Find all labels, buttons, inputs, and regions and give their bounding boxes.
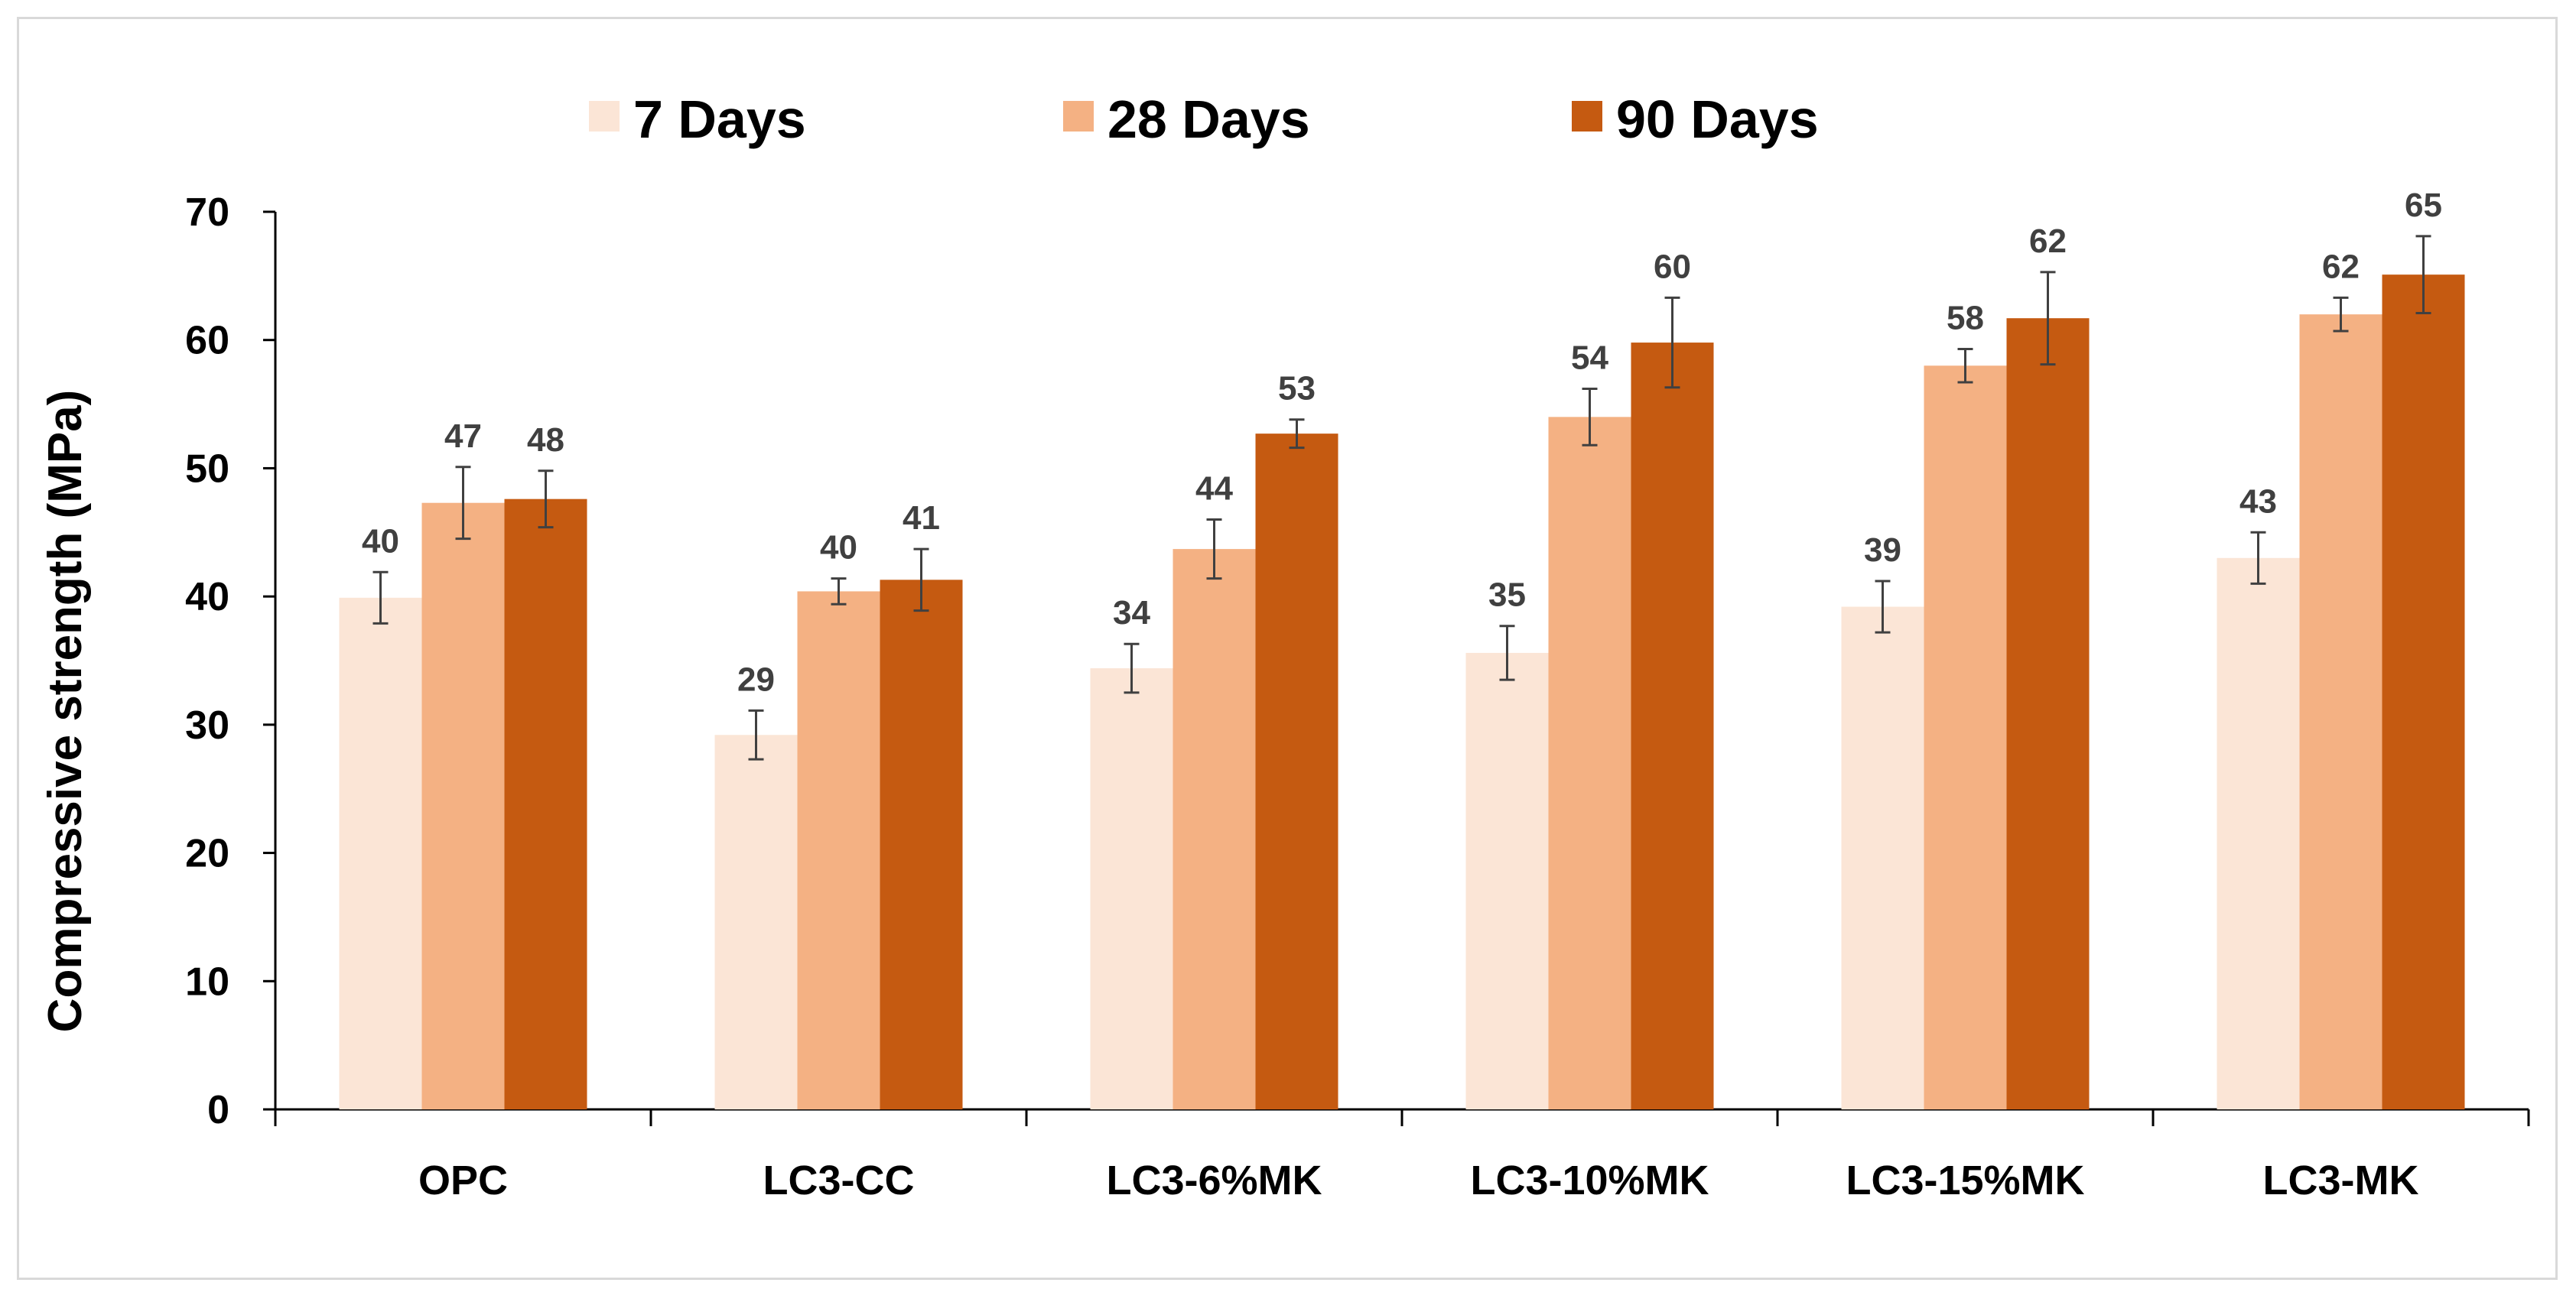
bars bbox=[339, 274, 2465, 1110]
x-axis bbox=[274, 1108, 2530, 1126]
bar bbox=[1173, 549, 1256, 1109]
legend-label-2: 90 Days bbox=[1616, 89, 1819, 149]
data-label: 35 bbox=[1488, 576, 1526, 614]
bar bbox=[421, 502, 505, 1109]
legend-label-0: 7 Days bbox=[633, 89, 806, 149]
bar bbox=[504, 498, 587, 1109]
bar bbox=[1465, 652, 1549, 1109]
y-tick-label: 20 bbox=[185, 832, 229, 876]
bar bbox=[1631, 343, 1714, 1109]
y-tick-label: 10 bbox=[185, 960, 229, 1004]
bar bbox=[714, 735, 798, 1109]
data-labels: 40 47 48 29 40 41 34 44 53 35 54 60 39 58 62 43 62 65 bbox=[362, 187, 2442, 699]
data-label: 40 bbox=[362, 522, 399, 560]
legend-label-1: 28 Days bbox=[1107, 89, 1310, 149]
category-label: LC3-6%MK bbox=[1106, 1158, 1322, 1203]
category-label: LC3-15%MK bbox=[1846, 1158, 2084, 1203]
y-axis: 0 10 20 30 40 50 60 70 bbox=[185, 190, 277, 1132]
bar bbox=[339, 597, 422, 1109]
data-label: 34 bbox=[1113, 594, 1150, 632]
bar bbox=[880, 580, 963, 1109]
data-label: 44 bbox=[1195, 470, 1233, 508]
data-label: 58 bbox=[1947, 299, 1984, 336]
y-tick-label: 60 bbox=[185, 319, 229, 363]
data-label: 29 bbox=[737, 661, 775, 698]
data-label: 54 bbox=[1571, 339, 1608, 376]
legend-swatch-2 bbox=[1572, 101, 1602, 132]
y-tick-label: 0 bbox=[207, 1088, 229, 1132]
y-tick-label: 40 bbox=[185, 575, 229, 619]
y-tick-label: 30 bbox=[185, 703, 229, 748]
y-tick-label: 50 bbox=[185, 447, 229, 491]
legend: 7 Days 28 Days 90 Days bbox=[589, 89, 1819, 149]
data-label: 43 bbox=[2239, 482, 2277, 520]
data-label: 53 bbox=[1278, 370, 1316, 408]
data-label: 39 bbox=[1864, 531, 1901, 569]
bar bbox=[2217, 557, 2300, 1109]
category-label: LC3-MK bbox=[2263, 1158, 2419, 1203]
bar bbox=[1548, 417, 1631, 1109]
bar bbox=[1841, 606, 1924, 1109]
category-label: LC3-CC bbox=[763, 1158, 915, 1203]
legend-swatch-0 bbox=[589, 101, 620, 132]
bar bbox=[1255, 434, 1338, 1109]
data-label: 40 bbox=[820, 529, 857, 567]
legend-swatch-1 bbox=[1063, 101, 1094, 132]
error-bars bbox=[372, 235, 2431, 761]
data-label: 47 bbox=[444, 417, 482, 455]
y-tick-label: 70 bbox=[185, 190, 229, 235]
bar bbox=[2299, 314, 2382, 1110]
y-axis-title: Compressive strength (MPa) bbox=[39, 390, 92, 1033]
bar bbox=[1090, 668, 1173, 1109]
category-labels: OPC LC3-CC LC3-6%MK LC3-10%MK LC3-15%MK LC3-M… bbox=[418, 1158, 2419, 1203]
data-label: 62 bbox=[2029, 222, 2067, 260]
bar bbox=[2006, 318, 2090, 1109]
bar bbox=[2382, 274, 2465, 1110]
data-label: 60 bbox=[1654, 248, 1691, 285]
bar bbox=[1924, 365, 2007, 1109]
data-label: 48 bbox=[527, 421, 564, 459]
category-label: LC3-10%MK bbox=[1470, 1158, 1709, 1203]
bar bbox=[797, 591, 880, 1109]
category-label: OPC bbox=[418, 1158, 508, 1203]
data-label: 65 bbox=[2405, 187, 2442, 224]
data-label: 41 bbox=[903, 499, 940, 537]
data-label: 62 bbox=[2322, 248, 2360, 285]
